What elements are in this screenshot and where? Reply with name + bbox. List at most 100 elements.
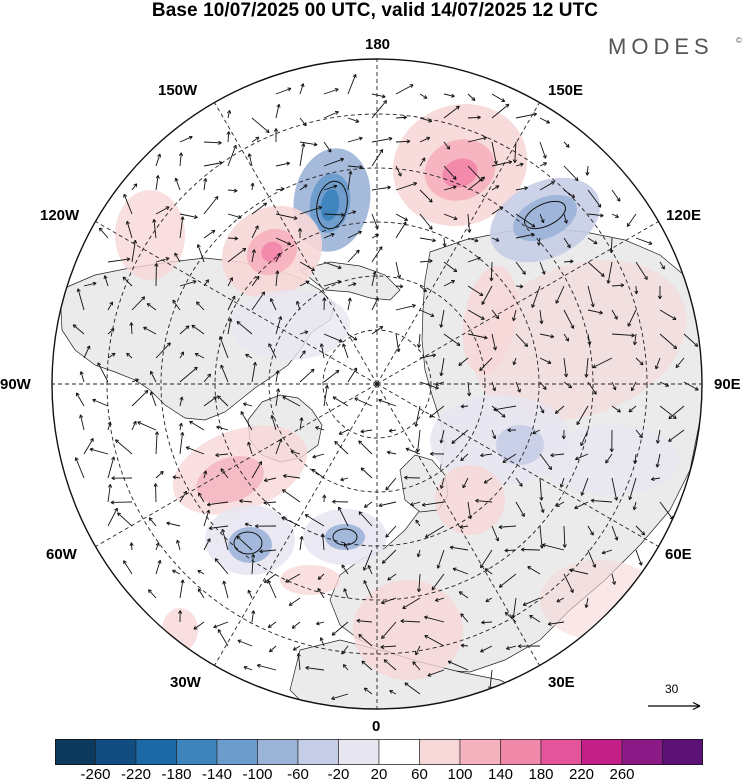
wind-arrow bbox=[371, 100, 388, 119]
wind-arrow bbox=[243, 665, 253, 671]
wind-arrow bbox=[381, 549, 397, 564]
wind-arrow bbox=[657, 285, 663, 300]
wind-arrow bbox=[275, 316, 283, 335]
wind-arrow bbox=[601, 549, 613, 555]
wind-arrow bbox=[563, 381, 573, 389]
wind-arrow bbox=[347, 170, 353, 191]
wind-arrow bbox=[515, 501, 525, 517]
wind-arrow bbox=[76, 288, 85, 311]
wind-arrow bbox=[251, 553, 256, 575]
wind-arrow bbox=[395, 261, 402, 279]
wind-arrow bbox=[402, 597, 421, 609]
wind-arrow bbox=[305, 665, 325, 671]
wind-arrow bbox=[550, 453, 565, 458]
wind-arrow bbox=[153, 483, 158, 503]
wind-arrow bbox=[395, 165, 402, 177]
wind-arrow bbox=[179, 279, 197, 287]
wind-arrow bbox=[107, 352, 116, 359]
wind-arrow bbox=[443, 105, 460, 119]
wind-arrow bbox=[227, 318, 233, 335]
wind-arrow bbox=[431, 573, 445, 591]
wind-arrow bbox=[363, 687, 373, 695]
wind-arrow bbox=[247, 153, 253, 167]
wind-arrow bbox=[563, 259, 574, 264]
wind-arrow bbox=[580, 429, 589, 447]
wind-arrow bbox=[347, 210, 357, 215]
wind-arrow bbox=[484, 568, 493, 575]
wind-arrow bbox=[347, 333, 358, 341]
wind-arrow bbox=[179, 366, 198, 383]
wind-arrow bbox=[343, 588, 349, 599]
wind-arrow bbox=[611, 525, 619, 541]
wind-arrow bbox=[659, 261, 665, 270]
wind-arrow bbox=[611, 573, 616, 585]
wind-arrow bbox=[542, 543, 565, 551]
wind-arrow bbox=[467, 381, 472, 397]
wind-arrow bbox=[493, 405, 517, 412]
colorbar-swatch bbox=[459, 739, 501, 765]
anomaly-area bbox=[115, 190, 185, 280]
wind-arrow bbox=[251, 136, 260, 143]
wind-arrow bbox=[635, 525, 646, 536]
colorbar-tick-label: 60 bbox=[411, 766, 428, 783]
wind-arrow bbox=[338, 429, 349, 435]
wind-arrow bbox=[247, 589, 253, 599]
wind-arrow bbox=[227, 144, 237, 167]
wind-arrow bbox=[304, 514, 325, 527]
wind-arrow bbox=[611, 189, 621, 202]
wind-arrow bbox=[395, 221, 407, 239]
wind-arrow bbox=[491, 185, 500, 191]
wind-arrow bbox=[378, 398, 397, 407]
wind-arrow bbox=[491, 381, 497, 392]
wind-arrow bbox=[424, 635, 445, 647]
wind-arrow bbox=[460, 613, 469, 623]
wind-arrow bbox=[386, 450, 397, 455]
wind-arrow bbox=[215, 452, 229, 458]
wind-arrow bbox=[251, 461, 263, 479]
lon-label-30e: 30E bbox=[548, 674, 575, 691]
wind-arrow bbox=[299, 350, 306, 359]
wind-arrow bbox=[275, 438, 283, 455]
wind-arrow bbox=[299, 417, 304, 431]
wind-arrow bbox=[125, 220, 133, 239]
wind-arrow bbox=[419, 117, 433, 123]
wind-arrow bbox=[155, 257, 170, 263]
contour-line bbox=[316, 180, 348, 230]
wind-arrow bbox=[83, 281, 97, 287]
wind-arrow bbox=[110, 500, 133, 505]
wind-arrow bbox=[395, 139, 411, 144]
wind-arrow bbox=[683, 381, 699, 391]
wind-arrow bbox=[198, 492, 205, 503]
wind-arrow bbox=[539, 477, 544, 501]
wind-arrow bbox=[203, 396, 217, 407]
wind-arrow bbox=[683, 333, 699, 347]
wind-arrow bbox=[587, 309, 603, 315]
wind-arrow bbox=[539, 501, 545, 513]
chart-title: Base 10/07/2025 00 UTC, valid 14/07/2025… bbox=[151, 0, 599, 21]
wind-arrow bbox=[554, 405, 565, 414]
wind-arrow bbox=[467, 93, 476, 101]
wind-arrow bbox=[419, 259, 433, 264]
wind-arrow bbox=[267, 579, 277, 599]
wind-arrow bbox=[587, 213, 604, 218]
wind-arrow bbox=[529, 614, 541, 623]
wind-arrow bbox=[609, 237, 614, 254]
wind-arrow bbox=[107, 456, 116, 479]
wind-arrow bbox=[107, 507, 118, 527]
wind-arrow bbox=[221, 528, 229, 551]
wind-arrow bbox=[489, 261, 494, 282]
wind-arrow bbox=[395, 333, 401, 353]
wind-arrow bbox=[480, 645, 493, 653]
wind-arrow bbox=[179, 325, 190, 335]
wind-arrow bbox=[383, 659, 397, 671]
wind-arrow bbox=[584, 597, 589, 608]
wind-arrow bbox=[385, 525, 397, 538]
wind-arrow bbox=[380, 644, 397, 649]
wind-arrow bbox=[251, 117, 270, 133]
wind-arrow bbox=[462, 477, 469, 489]
wind-arrow bbox=[222, 580, 229, 599]
wind-arrow bbox=[245, 353, 253, 359]
wind-arrow bbox=[323, 385, 329, 407]
wind-arrow bbox=[275, 237, 292, 246]
wind-arrow bbox=[421, 501, 445, 507]
